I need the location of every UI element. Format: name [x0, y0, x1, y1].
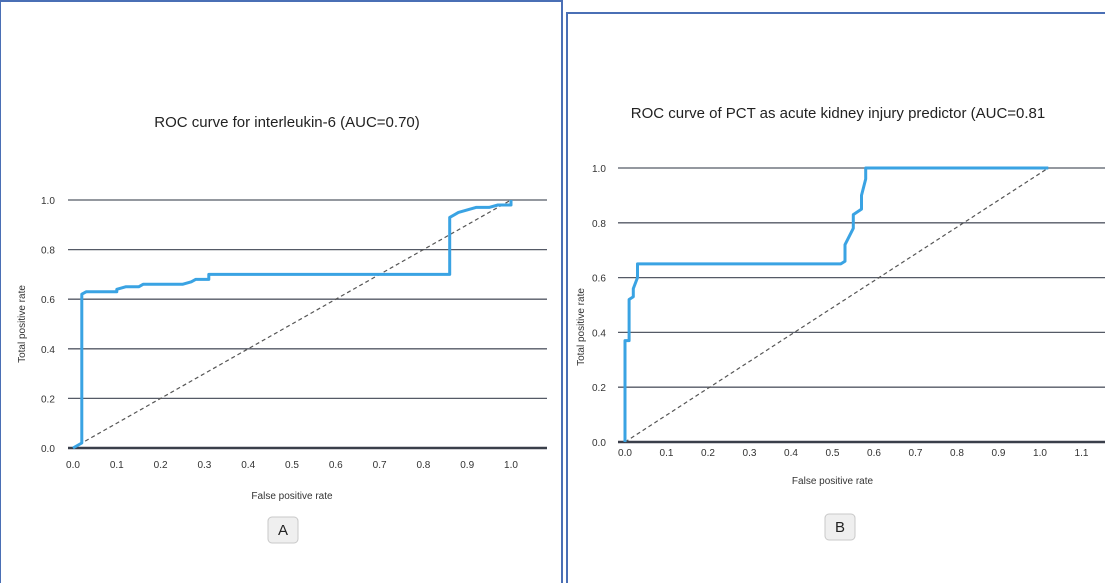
y-tick-label: 1.0	[592, 164, 606, 175]
x-tick-label: 0.1	[110, 460, 124, 471]
x-tick-label: 1.1	[1075, 448, 1089, 459]
chart-title: ROC curve for interleukin-6 (AUC=0.70)	[154, 114, 420, 131]
x-tick-label: 0.4	[241, 460, 255, 471]
panel-label-box	[267, 516, 299, 544]
x-axis-label: False positive rate	[792, 476, 874, 487]
x-tick-label: 0.0	[618, 448, 632, 459]
x-tick-label: 0.8	[416, 460, 430, 471]
x-tick-label: 0.3	[197, 460, 211, 471]
x-tick-label: 0.9	[460, 460, 474, 471]
y-tick-label: 0.8	[592, 219, 606, 230]
x-tick-label: 0.6	[329, 460, 343, 471]
y-tick-label: 0.8	[41, 246, 55, 257]
y-tick-label: 1.0	[41, 196, 55, 207]
x-tick-label: 0.9	[992, 448, 1006, 459]
y-tick-label: 0.6	[592, 274, 606, 285]
x-tick-label: 0.4	[784, 448, 798, 459]
x-tick-label: 0.1	[660, 448, 674, 459]
x-tick-label: 0.3	[743, 448, 757, 459]
x-tick-label: 0.2	[154, 460, 168, 471]
x-tick-label: 0.7	[373, 460, 387, 471]
x-tick-label: 0.7	[909, 448, 923, 459]
reference-diagonal-line	[624, 167, 1049, 443]
chart-panel-a: ROC curve for interleukin-6 (AUC=0.70) 0.…	[0, 0, 563, 583]
y-tick-label: 0.4	[592, 328, 606, 339]
x-tick-label: 1.0	[504, 460, 518, 471]
y-tick-label: 0.2	[592, 383, 606, 394]
x-tick-label: 0.2	[701, 448, 715, 459]
y-tick-label: 0.0	[41, 444, 55, 455]
y-axis-label: Total positive rate	[576, 288, 587, 366]
roc-chart-a: ROC curve for interleukin-6 (AUC=0.70) 0.…	[17, 114, 547, 544]
y-tick-label: 0.6	[41, 295, 55, 306]
x-tick-label: 0.0	[66, 460, 80, 471]
y-tick-label: 0.0	[592, 438, 606, 449]
panel-label: B	[835, 519, 845, 536]
reference-diagonal-line	[72, 199, 512, 449]
y-tick-label: 0.4	[41, 345, 55, 356]
x-tick-label: 0.8	[950, 448, 964, 459]
y-tick-label: 0.2	[41, 394, 55, 405]
roc-curve-line	[623, 166, 1049, 442]
chart-panel-b: ROC curve of PCT as acute kidney injury …	[566, 12, 1105, 583]
roc-chart-b: ROC curve of PCT as acute kidney injury …	[576, 105, 1105, 541]
y-axis-label: Total positive rate	[17, 285, 28, 363]
chart-title: ROC curve of PCT as acute kidney injury …	[631, 105, 1045, 122]
panel-label: A	[278, 522, 288, 539]
x-axis-label: False positive rate	[251, 491, 333, 502]
x-tick-label: 0.5	[826, 448, 840, 459]
x-tick-label: 0.5	[285, 460, 299, 471]
x-tick-label: 0.6	[867, 448, 881, 459]
roc-curve-line	[72, 200, 513, 450]
panel-label-box	[824, 513, 856, 541]
x-tick-label: 1.0	[1033, 448, 1047, 459]
